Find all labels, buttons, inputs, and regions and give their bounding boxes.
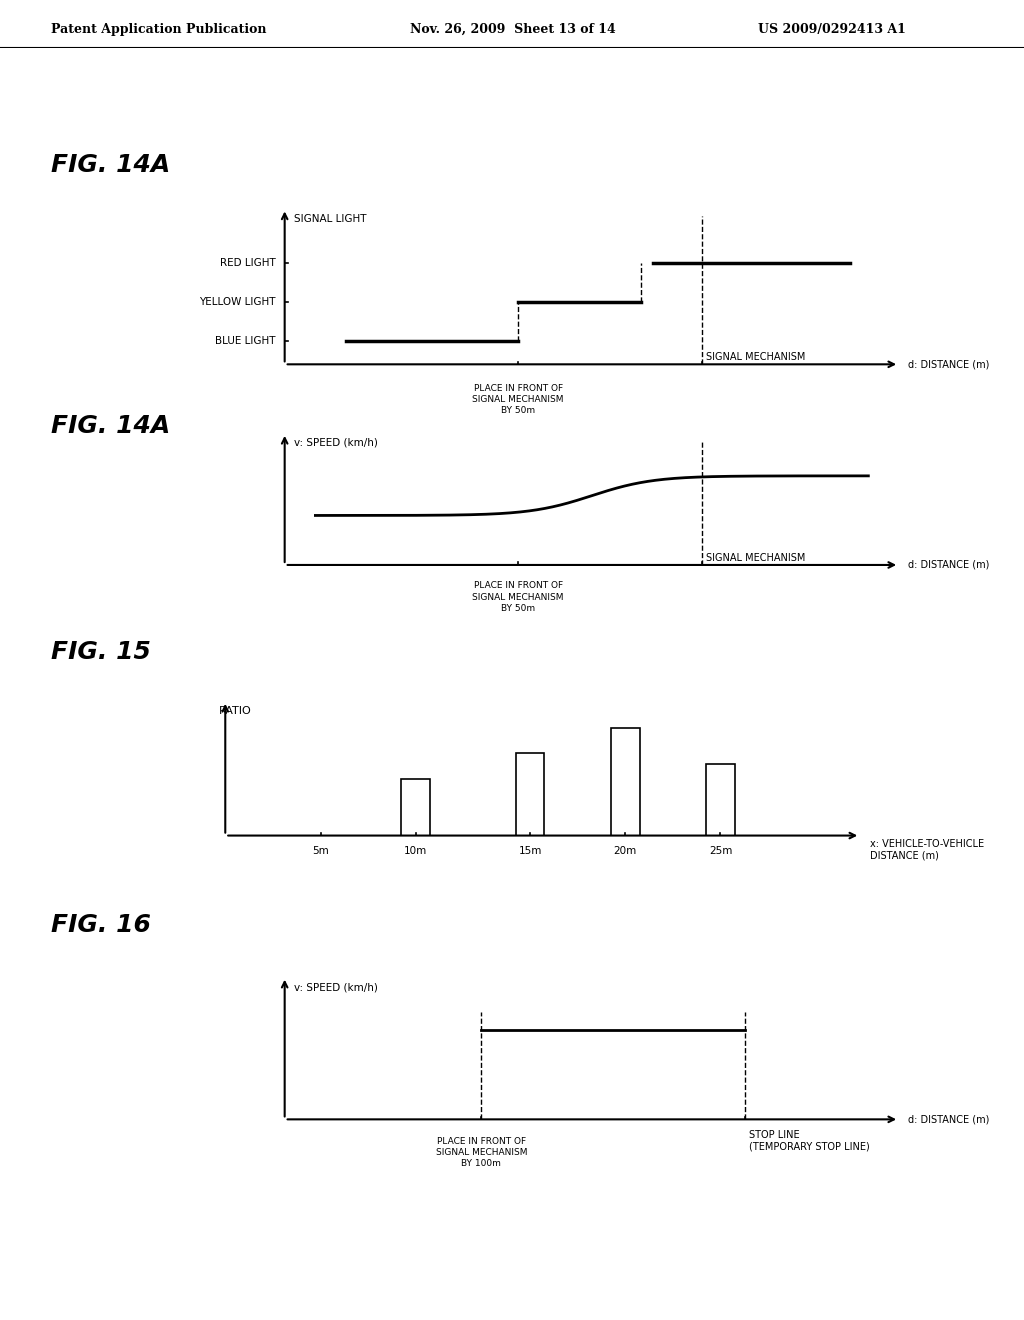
Bar [707, 764, 735, 836]
Text: STOP LINE
(TEMPORARY STOP LINE): STOP LINE (TEMPORARY STOP LINE) [749, 1130, 869, 1151]
Text: FIG. 14A: FIG. 14A [51, 153, 170, 177]
Text: SIGNAL MECHANISM: SIGNAL MECHANISM [706, 352, 805, 363]
Text: SIGNAL LIGHT: SIGNAL LIGHT [294, 214, 367, 224]
Bar [611, 727, 640, 836]
Text: FIG. 14A: FIG. 14A [51, 414, 170, 438]
Text: PLACE IN FRONT OF
SIGNAL MECHANISM
BY 50m: PLACE IN FRONT OF SIGNAL MECHANISM BY 50… [472, 384, 564, 414]
Text: x: VEHICLE-TO-VEHICLE
DISTANCE (m): x: VEHICLE-TO-VEHICLE DISTANCE (m) [869, 840, 984, 861]
Text: d: DISTANCE (m): d: DISTANCE (m) [908, 1114, 989, 1125]
Text: BLUE LIGHT: BLUE LIGHT [215, 337, 275, 346]
Text: 25m: 25m [709, 846, 732, 855]
Text: Nov. 26, 2009  Sheet 13 of 14: Nov. 26, 2009 Sheet 13 of 14 [410, 24, 615, 36]
Text: d: DISTANCE (m): d: DISTANCE (m) [908, 560, 989, 570]
Text: RED LIGHT: RED LIGHT [220, 259, 275, 268]
Text: FIG. 15: FIG. 15 [51, 640, 152, 664]
Text: 20m: 20m [613, 846, 637, 855]
Text: RATIO: RATIO [219, 706, 252, 715]
Text: d: DISTANCE (m): d: DISTANCE (m) [908, 359, 989, 370]
Bar [401, 779, 430, 836]
Text: Patent Application Publication: Patent Application Publication [51, 24, 266, 36]
Bar [516, 754, 545, 836]
Text: FIG. 16: FIG. 16 [51, 913, 152, 937]
Text: v: SPEED (km/h): v: SPEED (km/h) [294, 438, 378, 447]
Text: US 2009/0292413 A1: US 2009/0292413 A1 [758, 24, 905, 36]
Text: 15m: 15m [518, 846, 542, 855]
Text: v: SPEED (km/h): v: SPEED (km/h) [294, 982, 378, 993]
Text: PLACE IN FRONT OF
SIGNAL MECHANISM
BY 50m: PLACE IN FRONT OF SIGNAL MECHANISM BY 50… [472, 581, 564, 612]
Text: SIGNAL MECHANISM: SIGNAL MECHANISM [706, 553, 805, 564]
Text: 5m: 5m [312, 846, 329, 855]
Text: PLACE IN FRONT OF
SIGNAL MECHANISM
BY 100m: PLACE IN FRONT OF SIGNAL MECHANISM BY 10… [435, 1138, 527, 1168]
Text: 10m: 10m [404, 846, 427, 855]
Text: YELLOW LIGHT: YELLOW LIGHT [199, 297, 275, 308]
